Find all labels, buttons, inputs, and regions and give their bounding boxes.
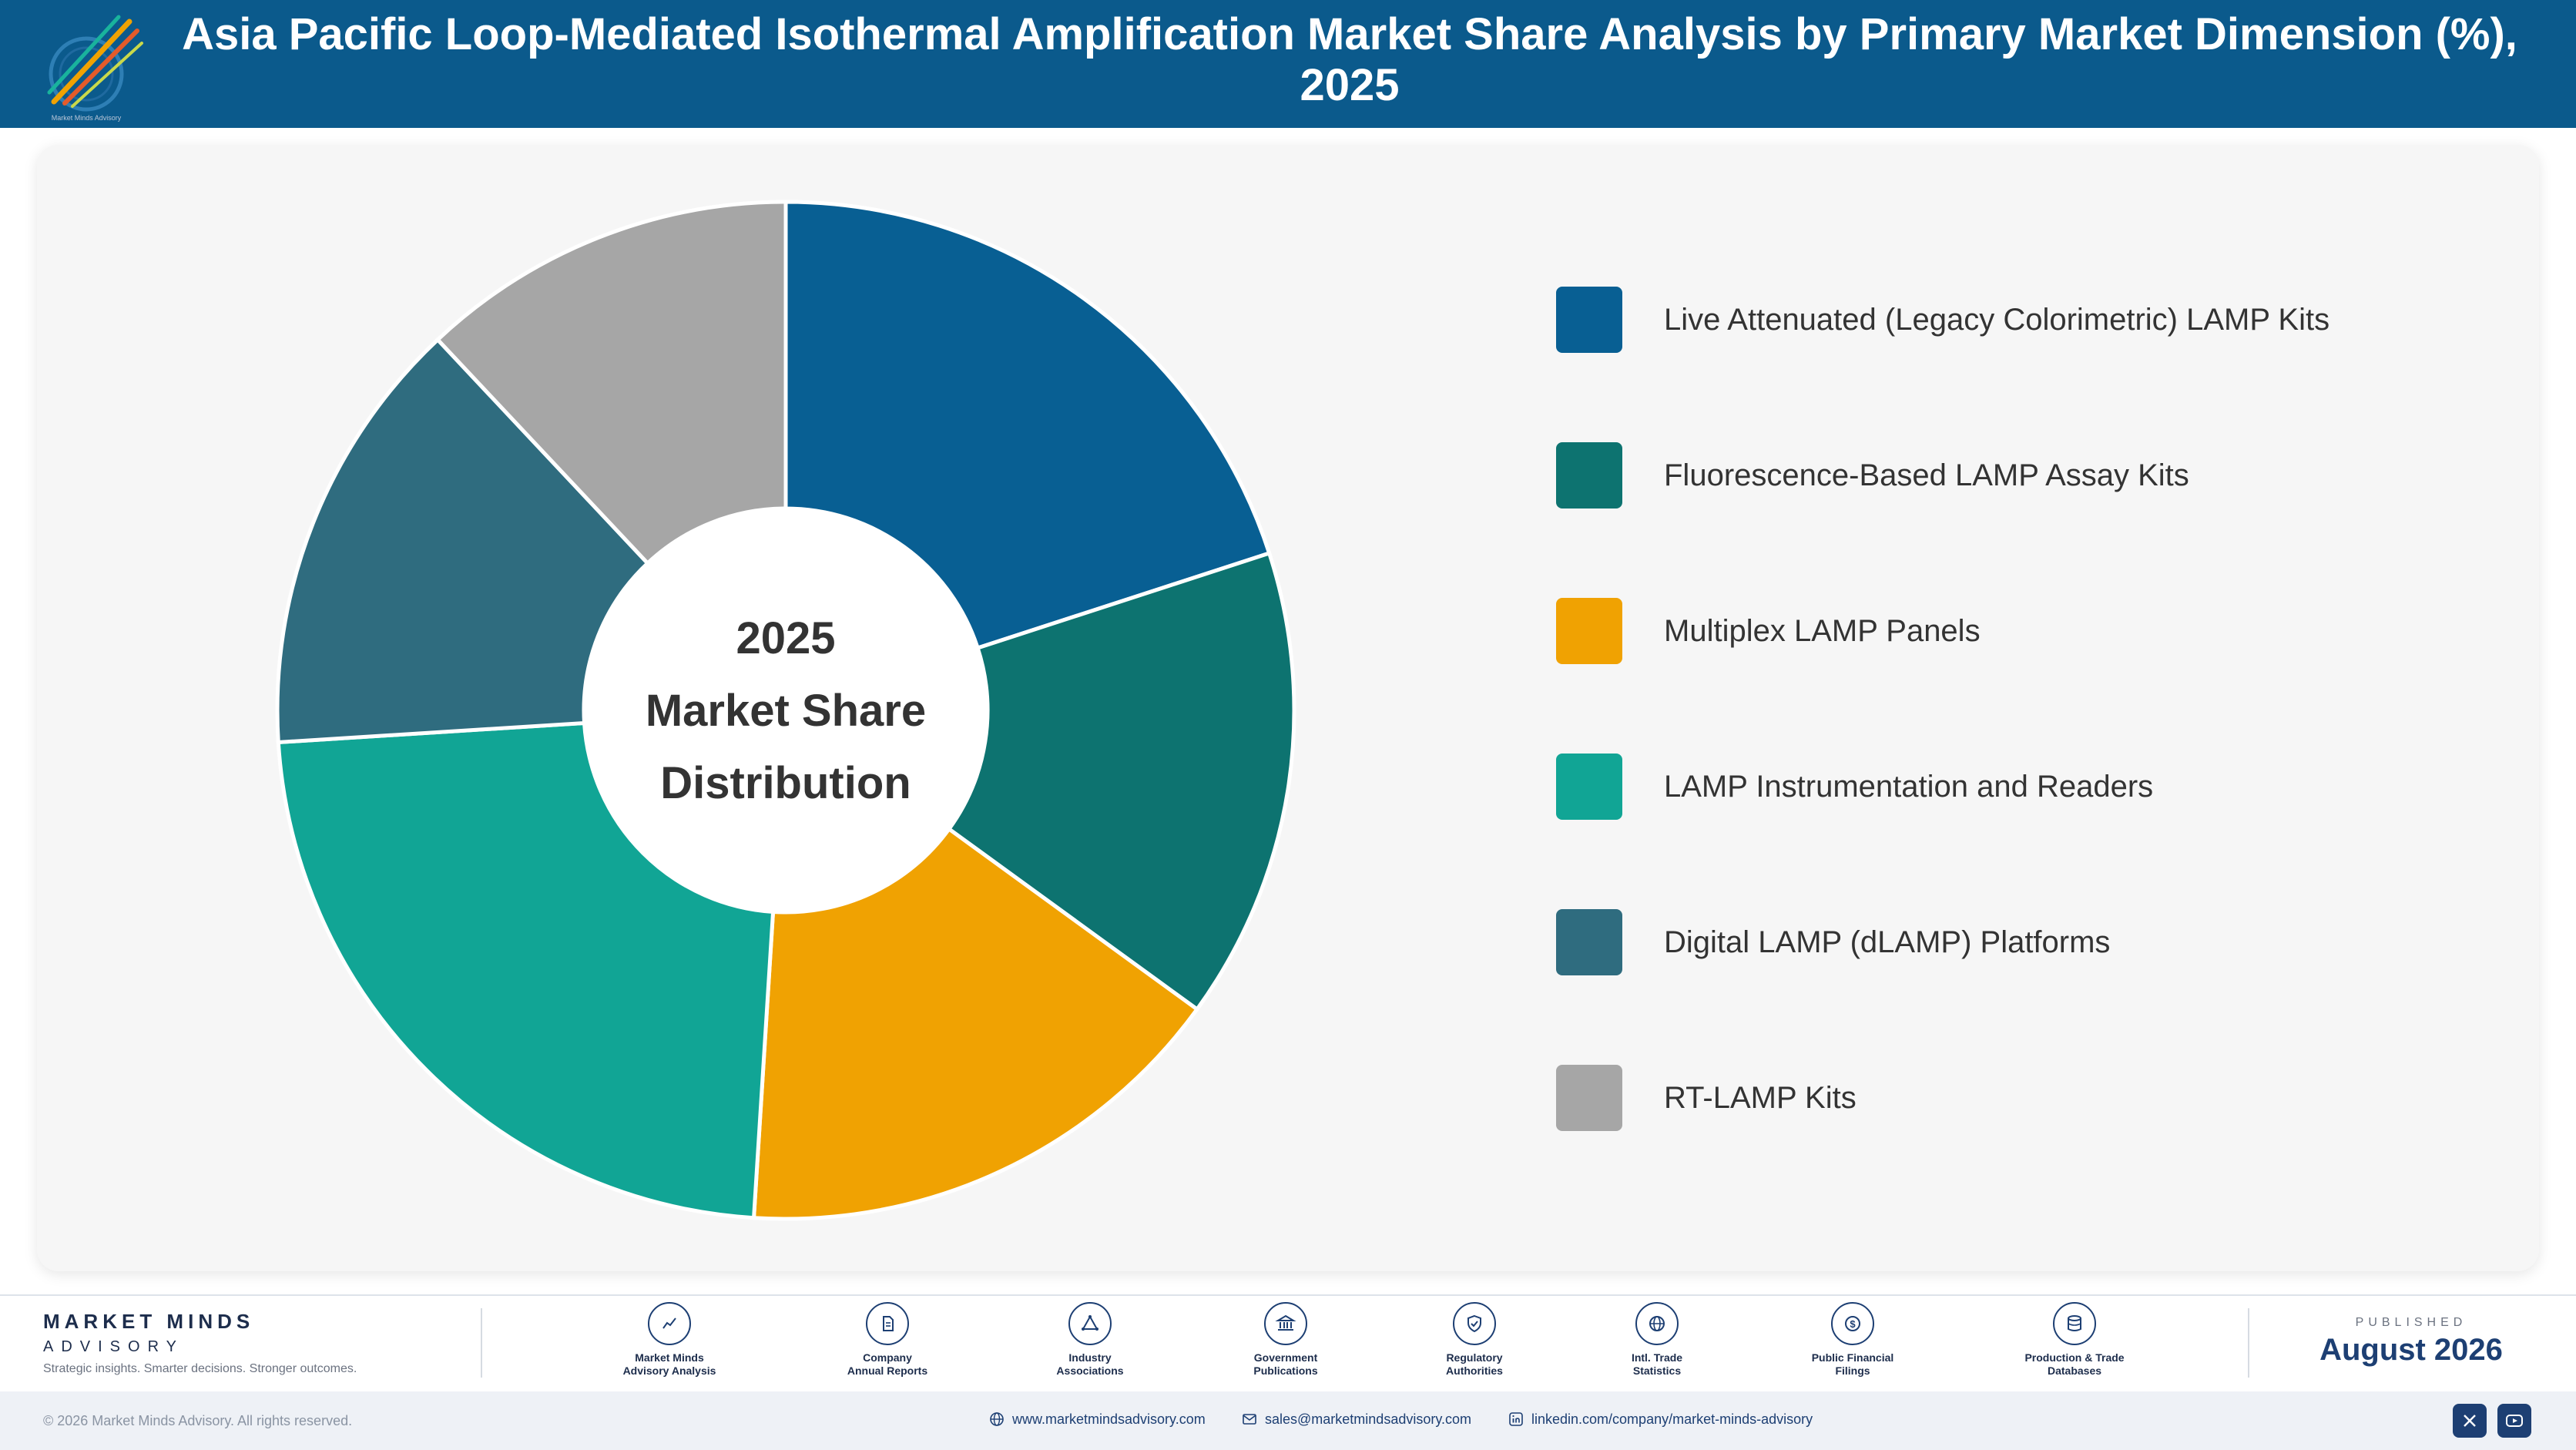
- shield-check-icon: [1453, 1302, 1496, 1345]
- email-text: sales@marketmindsadvisory.com: [1265, 1411, 1472, 1427]
- source-label-line2: Filings: [1835, 1364, 1870, 1377]
- legend-label: Digital LAMP (dLAMP) Platforms: [1664, 925, 2111, 959]
- source-label-line1: Company: [863, 1351, 912, 1364]
- source-item: Market Minds Advisory Analysis: [585, 1302, 754, 1378]
- company-logo: Market Minds Advisory: [47, 15, 143, 122]
- source-label-line1: Industry: [1068, 1351, 1112, 1364]
- center-label: Distribution: [660, 758, 911, 808]
- linkedin-text: linkedin.com/company/market-minds-adviso…: [1531, 1411, 1813, 1427]
- svg-text:$: $: [1850, 1318, 1856, 1330]
- document-icon: [866, 1302, 909, 1345]
- source-label-line2: Annual Reports: [847, 1364, 928, 1377]
- legend-item: Digital LAMP (dLAMP) Platforms: [1556, 909, 2480, 975]
- legend-item: RT-LAMP Kits: [1556, 1065, 2480, 1131]
- source-label: Public Financial Filings: [1768, 1351, 1937, 1378]
- youtube-icon: [2506, 1415, 2523, 1427]
- source-label: Regulatory Authorities: [1390, 1351, 1559, 1378]
- source-item: Government Publications: [1201, 1302, 1370, 1378]
- copyright-text: © 2026 Market Minds Advisory. All rights…: [43, 1413, 353, 1428]
- source-label-line2: Associations: [1056, 1364, 1124, 1377]
- source-item: $ Public Financial Filings: [1768, 1302, 1937, 1378]
- dollar-coin-icon: $: [1831, 1302, 1874, 1345]
- globe-icon: [1635, 1302, 1679, 1345]
- footer-divider: [481, 1308, 482, 1378]
- email-link[interactable]: sales@marketmindsadvisory.com: [1242, 1411, 1471, 1428]
- source-label: Government Publications: [1201, 1351, 1370, 1378]
- source-label-line1: Market Minds: [635, 1351, 704, 1364]
- source-label-line1: Public Financial: [1811, 1351, 1894, 1364]
- government-building-icon: [1264, 1302, 1307, 1345]
- x-social-button[interactable]: [2453, 1404, 2487, 1438]
- linkedin-link[interactable]: linkedin.com/company/market-minds-adviso…: [1508, 1411, 1813, 1428]
- source-label: Company Annual Reports: [803, 1351, 972, 1378]
- source-item: Industry Associations: [1005, 1302, 1175, 1378]
- source-item: Production & Trade Databases: [1990, 1302, 2159, 1378]
- legend-item: Live Attenuated (Legacy Colorimetric) LA…: [1556, 287, 2480, 353]
- legend-swatch: [1556, 754, 1622, 820]
- network-icon: [1068, 1302, 1112, 1345]
- legend-label: LAMP Instrumentation and Readers: [1664, 770, 2154, 804]
- website-text: www.marketmindsadvisory.com: [1012, 1411, 1206, 1427]
- header-bar: Market Minds Advisory Asia Pacific Loop-…: [0, 0, 2576, 128]
- source-label: Intl. Trade Statistics: [1572, 1351, 1742, 1378]
- page-title: Asia Pacific Loop-Mediated Isothermal Am…: [182, 9, 2517, 110]
- legend-swatch: [1556, 287, 1622, 353]
- center-label: 2025: [736, 613, 835, 663]
- legend-label: Multiplex LAMP Panels: [1664, 614, 1981, 648]
- brand-subtitle: ADVISORY: [43, 1338, 184, 1355]
- source-item: Intl. Trade Statistics: [1572, 1302, 1742, 1378]
- source-label-line2: Publications: [1253, 1364, 1318, 1377]
- source-label-line2: Advisory Analysis: [622, 1364, 716, 1377]
- youtube-social-button[interactable]: [2497, 1404, 2531, 1438]
- source-label-line1: Government: [1253, 1351, 1318, 1364]
- website-link[interactable]: www.marketmindsadvisory.com: [989, 1411, 1206, 1428]
- svg-text:Market Minds Advisory: Market Minds Advisory: [52, 114, 122, 122]
- source-label-line2: Authorities: [1446, 1364, 1503, 1377]
- legend-label: Fluorescence-Based LAMP Assay Kits: [1664, 458, 2189, 492]
- mail-icon: [1243, 1414, 1256, 1425]
- legend-label: Live Attenuated (Legacy Colorimetric) LA…: [1664, 303, 2330, 337]
- legend-item: Fluorescence-Based LAMP Assay Kits: [1556, 442, 2480, 509]
- source-label: Market Minds Advisory Analysis: [585, 1351, 754, 1378]
- brand-name: MARKET MINDS: [43, 1310, 255, 1333]
- globe-icon: [990, 1412, 1004, 1426]
- source-label: Industry Associations: [1005, 1351, 1175, 1378]
- source-label-line1: Regulatory: [1446, 1351, 1503, 1364]
- legend-swatch: [1556, 442, 1622, 509]
- source-label-line2: Databases: [2047, 1364, 2102, 1377]
- published-label: PUBLISHED: [2355, 1316, 2467, 1329]
- legend-swatch: [1556, 1065, 1622, 1131]
- legend-label: RT-LAMP Kits: [1664, 1081, 1857, 1115]
- brand-tagline: Strategic insights. Smarter decisions. S…: [43, 1362, 357, 1375]
- published-date: August 2026: [2319, 1333, 2503, 1367]
- source-label-line2: Statistics: [1632, 1364, 1682, 1377]
- center-label: Market Share: [646, 686, 926, 736]
- legend-item: Multiplex LAMP Panels: [1556, 598, 2480, 664]
- linkedin-icon: [1509, 1412, 1523, 1426]
- chart-line-icon: [648, 1302, 691, 1345]
- database-icon: [2053, 1302, 2096, 1345]
- legend-swatch: [1556, 598, 1622, 664]
- source-item: Company Annual Reports: [803, 1302, 972, 1378]
- legend-item: LAMP Instrumentation and Readers: [1556, 754, 2480, 820]
- legend-swatch: [1556, 909, 1622, 975]
- source-label-line1: Intl. Trade: [1631, 1351, 1683, 1364]
- bottom-bar: [0, 1391, 2576, 1450]
- source-item: Regulatory Authorities: [1390, 1302, 1559, 1378]
- x-logo-icon: [2464, 1415, 2476, 1427]
- source-label-line1: Production & Trade: [2024, 1351, 2125, 1364]
- source-label: Production & Trade Databases: [1990, 1351, 2159, 1378]
- donut-hole: [584, 509, 988, 912]
- footer-divider: [2248, 1308, 2249, 1378]
